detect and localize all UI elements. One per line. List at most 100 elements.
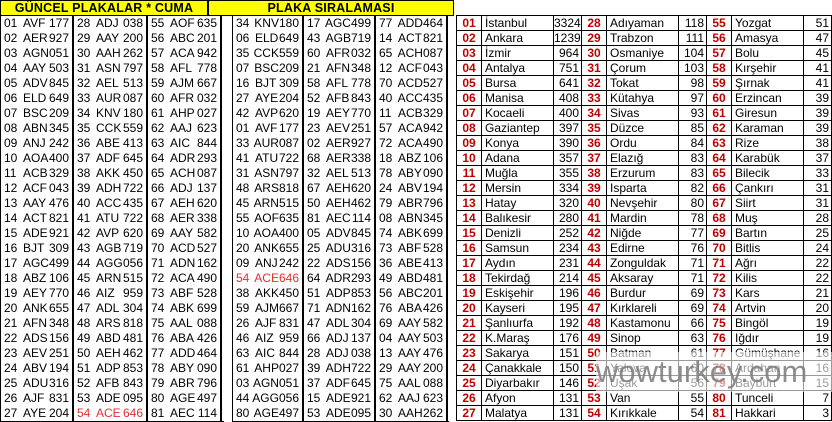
province-name: Afyon <box>482 391 554 406</box>
province-count: 51 <box>804 16 832 31</box>
province-rank: 72 <box>707 271 732 286</box>
plate-province-code: 11 <box>379 106 392 120</box>
province-row: 19 Eskişehir 196 <box>457 286 582 301</box>
province-count: 41 <box>804 61 832 76</box>
plate-number: 778 <box>350 76 371 90</box>
plate-province-code: 55 <box>151 16 165 30</box>
plate-letters: ABZ <box>23 271 47 285</box>
plate-letters: ADJ <box>170 181 193 195</box>
province-row: 53 Van 55 <box>582 391 707 406</box>
plate-letters: AFL <box>326 76 349 90</box>
plate-letters: ACF <box>23 181 47 195</box>
plate-letters: ADJ <box>326 331 349 345</box>
plate-entry: 14 ACT 821 <box>376 31 446 46</box>
province-row: 20 Kayseri 195 <box>457 301 582 316</box>
plate-letters: KNV <box>96 106 121 120</box>
plate-letters: ADP <box>96 361 121 375</box>
plate-letters: AAY <box>170 226 194 240</box>
province-row: 57 Bolu 45 <box>707 46 832 61</box>
province-count: 22 <box>804 271 832 286</box>
plate-letters: AGB <box>325 31 351 45</box>
province-row: 58 Kırşehir 41 <box>707 61 832 76</box>
plate-number: 843 <box>122 376 143 390</box>
plate-province-code: 17 <box>307 16 321 30</box>
plate-number: 038 <box>122 16 143 30</box>
plate-number: 513 <box>350 166 371 180</box>
plate-entry: 73 ABF 528 <box>148 286 220 301</box>
province-row: 04 Antalya 751 <box>457 61 582 76</box>
plate-letters: AFB <box>96 376 120 390</box>
province-count: 82 <box>679 181 707 196</box>
province-row: 01 İstanbul 3324 <box>457 16 582 31</box>
plate-letters: AGC <box>324 16 351 30</box>
plate-province-code: 44 <box>77 256 91 270</box>
province-row: 29 Trabzon 111 <box>582 31 707 46</box>
province-name: Mersin <box>482 181 554 196</box>
plate-entry: 69 AAY 582 <box>148 226 220 241</box>
plate-province-code: 81 <box>307 211 321 225</box>
province-name: Bingöl <box>732 316 804 331</box>
plate-letters: AGC <box>22 256 49 270</box>
plate-entry: 19 AEY 770 <box>1 286 72 301</box>
plate-province-code: 18 <box>379 151 393 165</box>
province-count: 641 <box>554 76 582 91</box>
plate-entry: 30 AAH 262 <box>376 406 446 421</box>
plate-letters: AAY <box>23 61 47 75</box>
province-row: 09 Konya 390 <box>457 136 582 151</box>
province-count: 22 <box>804 256 832 271</box>
plate-letters: AUR <box>253 136 279 150</box>
plate-province-code: 77 <box>379 16 393 30</box>
plate-number: 635 <box>278 211 299 225</box>
plate-number: 156 <box>48 331 69 345</box>
plate-province-code: 44 <box>236 391 250 405</box>
province-rank: 41 <box>582 211 607 226</box>
plate-letters: AEH <box>326 181 351 195</box>
plate-letters: ANJ <box>255 256 278 270</box>
plate-letters: ACF <box>398 61 422 75</box>
plate-entry: 72 ACA 490 <box>148 271 220 286</box>
plate-province-code: 38 <box>236 286 250 300</box>
plate-entry: 64 ADR 293 <box>148 151 220 166</box>
plate-letters: ABD <box>96 331 121 345</box>
province-name: Erzincan <box>732 91 804 106</box>
plate-entry: 30 AAH 262 <box>74 46 146 61</box>
plate-province-code: 26 <box>236 316 250 330</box>
province-name: Kilis <box>732 271 804 286</box>
province-name: Isparta <box>607 181 679 196</box>
plate-number: 200 <box>122 31 143 45</box>
plate-number: 204 <box>278 91 299 105</box>
plate-entry: 74 ABK 699 <box>148 301 220 316</box>
plate-number: 646 <box>278 271 299 285</box>
plate-province-code: 67 <box>307 181 321 195</box>
plate-number: 719 <box>350 31 371 45</box>
plate-letters: AGN <box>252 376 279 390</box>
plate-number: 194 <box>422 181 443 195</box>
province-name: Siirt <box>732 196 804 211</box>
plate-province-code: 55 <box>236 211 250 225</box>
plate-letters: ABK <box>398 226 423 240</box>
plate-entry: 43 AGB 719 <box>304 31 374 46</box>
province-row: 69 Bartın 25 <box>707 226 832 241</box>
plate-number: 177 <box>278 121 299 135</box>
plate-entry: 31 ASN 797 <box>74 61 146 76</box>
plate-province-code: 70 <box>151 241 165 255</box>
plate-letters: AIC <box>170 136 191 150</box>
plate-province-code: 24 <box>4 361 18 375</box>
province-count: 20 <box>804 301 832 316</box>
province-name: Hatay <box>482 196 554 211</box>
plate-number: 528 <box>196 286 217 300</box>
plate-letters: AVF <box>23 16 46 30</box>
plate-number: 927 <box>48 31 69 45</box>
plate-letters: AEC <box>170 406 195 420</box>
plate-entry: 08 ABN 345 <box>376 211 446 226</box>
plate-province-code: 63 <box>151 136 165 150</box>
plate-entry: 56 ABC 201 <box>148 31 220 46</box>
plate-province-code: 57 <box>379 121 393 135</box>
plate-province-code: 23 <box>307 121 321 135</box>
plate-province-code: 27 <box>4 406 18 420</box>
plate-number: 770 <box>350 106 371 120</box>
plate-number: 095 <box>350 406 371 420</box>
plate-letters: ABV <box>23 361 48 375</box>
plate-entry: 26 AJF 831 <box>233 316 302 331</box>
